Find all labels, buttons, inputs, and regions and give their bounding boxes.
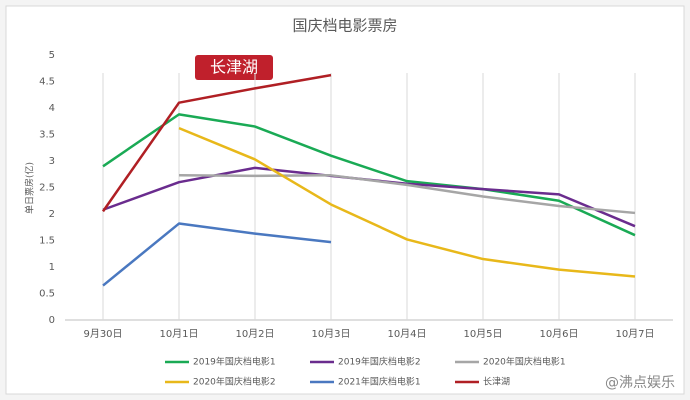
legend-label: 长津湖 [483,376,510,388]
line [178,174,636,215]
x-tick-label: 10月5日 [463,328,502,340]
y-tick-label: 4 [49,103,55,114]
legend-label: 2020年国庆档电影1 [483,356,566,368]
line [178,126,636,278]
watermark: @沸点娱乐 [605,375,675,391]
y-tick-label: 3 [49,156,55,167]
x-tick-label: 10月2日 [235,328,274,340]
chart-title: 国庆档电影票房 [292,17,397,35]
x-tick-label: 9月30日 [83,328,122,340]
y-tick-label: 1.5 [39,236,55,247]
y-tick-label: 5 [49,50,55,61]
line [101,73,332,213]
y-tick-label: 1 [49,262,55,273]
legend-label: 2019年国庆档电影2 [338,356,421,368]
x-tick-label: 10月1日 [159,328,198,340]
legend-label: 2021年国庆档电影1 [338,376,421,388]
annotation: 长津湖 [210,58,258,77]
y-tick-label: 2 [49,209,55,220]
legend-label: 2020年国庆档电影2 [193,376,276,388]
y-axis-label: 单日票房(亿) [24,162,36,214]
line [102,222,332,287]
x-tick-label: 10月4日 [387,328,426,340]
annotation-box [195,55,273,80]
line [102,113,636,237]
x-tick-label: 10月7日 [615,328,654,340]
y-tick-label: 3.5 [39,130,55,141]
y-tick-label: 0 [49,315,55,326]
legend-label: 2019年国庆档电影1 [193,356,276,368]
x-tick-label: 10月3日 [311,328,350,340]
y-tick-label: 2.5 [39,183,55,194]
x-tick-label: 10月6日 [539,328,578,340]
y-tick-label: 0.5 [39,289,55,300]
y-tick-label: 4.5 [39,77,55,88]
